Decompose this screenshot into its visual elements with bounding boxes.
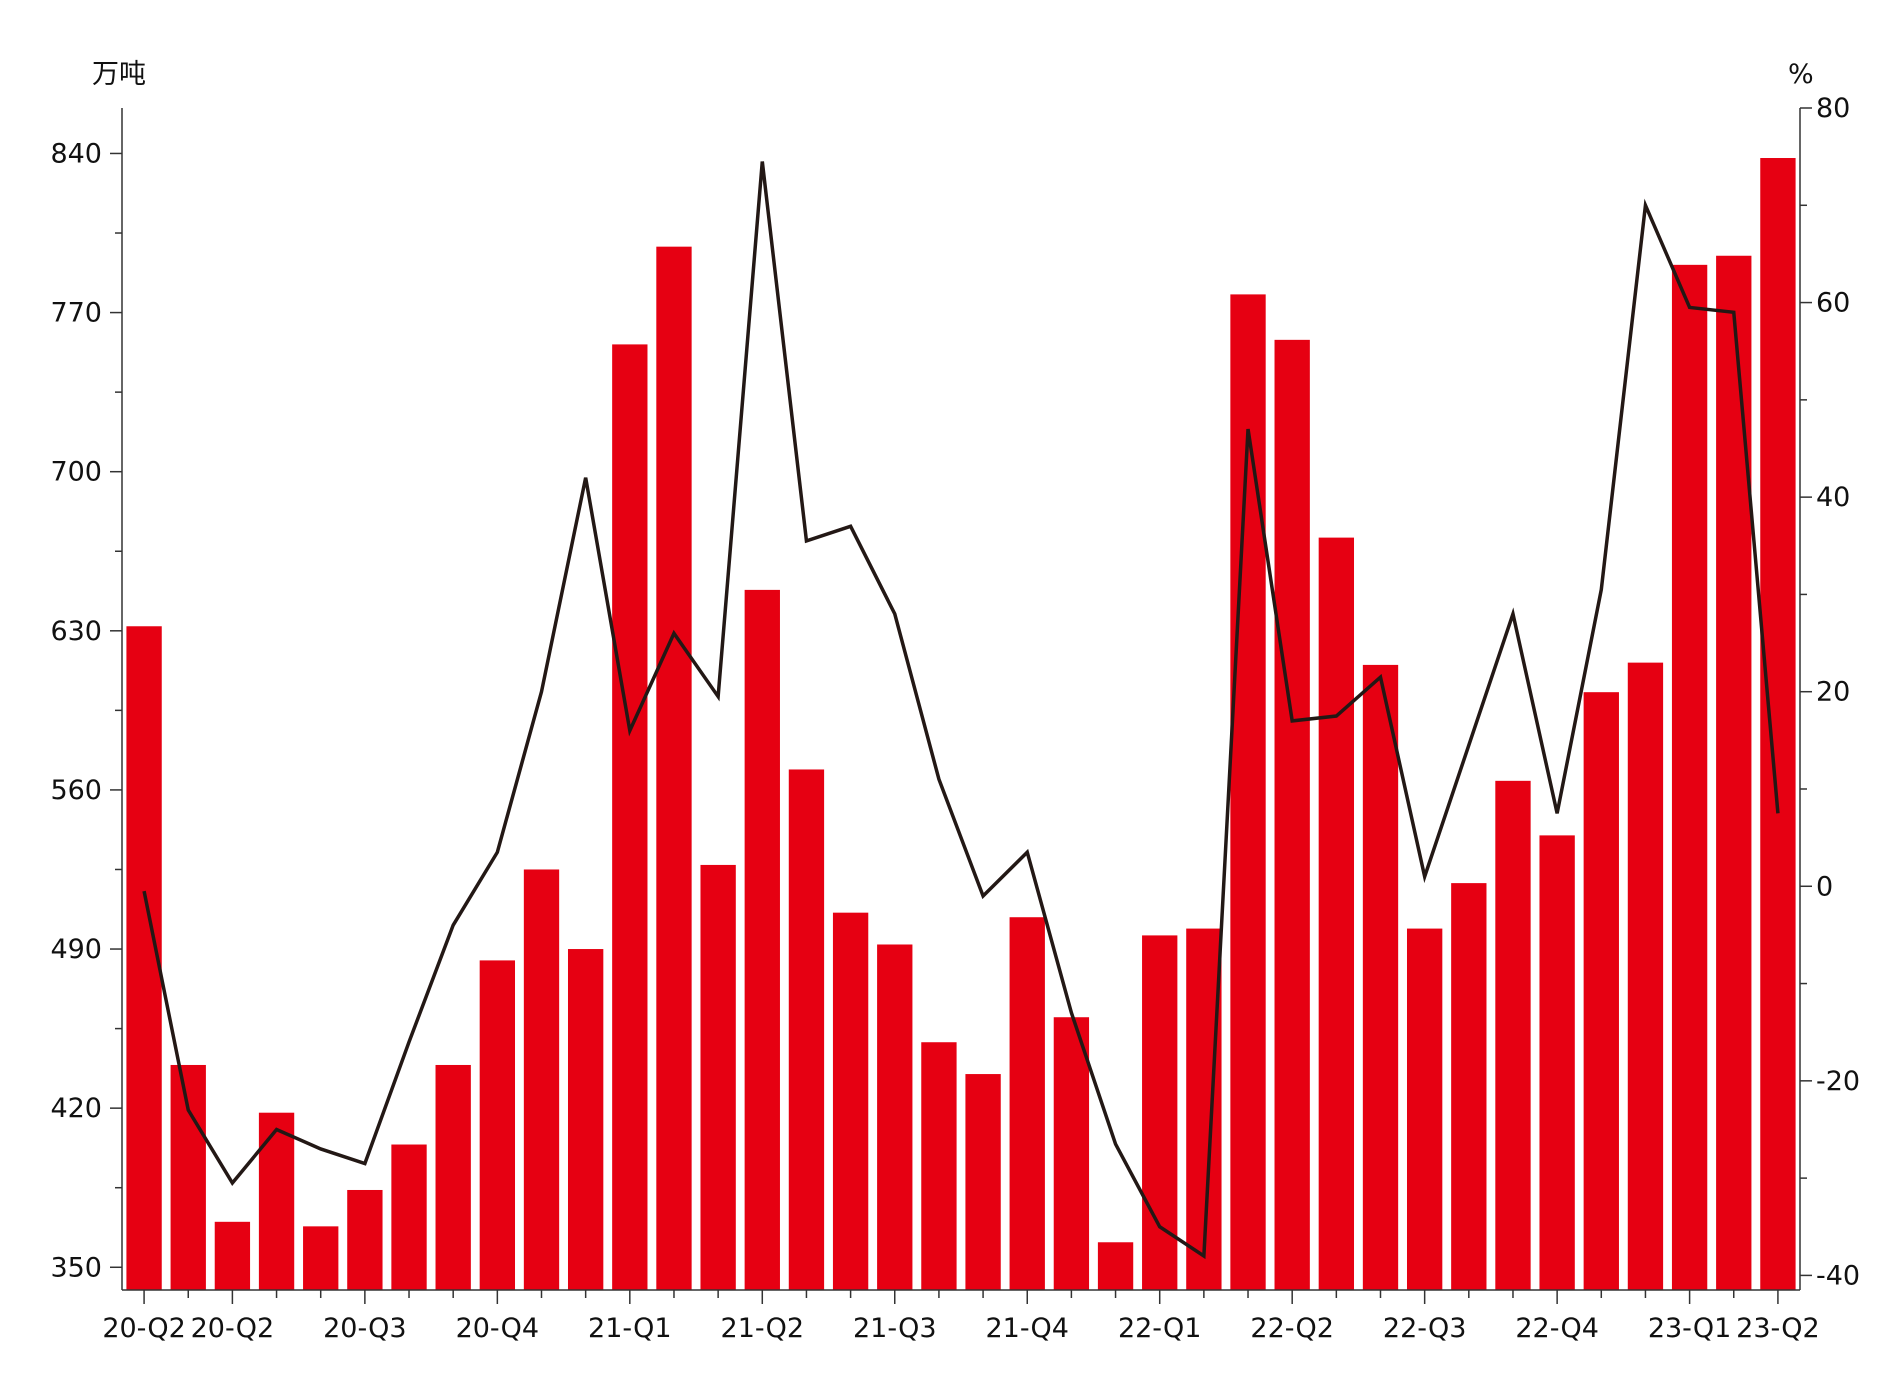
bar	[170, 1064, 206, 1290]
right-tick-label: -40	[1816, 1260, 1860, 1291]
bar	[214, 1221, 251, 1290]
x-tick-label: 23-Q1	[1648, 1313, 1732, 1344]
bar	[1627, 662, 1664, 1290]
growth-rate-line	[142, 161, 1780, 1260]
bar	[435, 1064, 471, 1290]
bar	[1451, 883, 1487, 1290]
bar	[567, 949, 604, 1290]
bar	[788, 769, 825, 1290]
right-tick-label: 20	[1816, 677, 1850, 708]
bar	[1406, 928, 1443, 1290]
bar	[523, 869, 560, 1290]
left-y-ticks: 350 420 490 560 630 700 770 840	[50, 138, 122, 1283]
x-tick-label: 22-Q4	[1515, 1313, 1599, 1344]
x-ticks: 20-Q2 20-Q2 20-Q3 20-Q4 21-Q1 21-Q2 21-Q3 21-Q4…	[102, 1290, 1820, 1344]
bar	[1495, 780, 1531, 1290]
bar	[656, 246, 692, 1290]
bar	[1053, 1017, 1090, 1290]
bar	[1539, 835, 1575, 1290]
left-tick-label: 770	[50, 298, 102, 329]
x-tick-label: 21-Q2	[721, 1313, 805, 1344]
line-series	[142, 161, 1780, 1260]
left-tick-label: 560	[50, 775, 102, 806]
axes	[121, 108, 1801, 1291]
x-tick-label: 22-Q2	[1250, 1313, 1334, 1344]
x-tick-label: 20-Q2	[102, 1313, 186, 1344]
right-tick-label: 80	[1816, 93, 1850, 124]
left-tick-label: 630	[50, 616, 102, 647]
left-tick-label: 350	[50, 1252, 102, 1283]
bar	[700, 864, 736, 1290]
bar	[965, 1074, 1001, 1290]
bar	[1318, 537, 1355, 1290]
right-tick-label: 40	[1816, 482, 1850, 513]
left-tick-label: 490	[50, 934, 102, 965]
bar	[1362, 664, 1399, 1290]
bar	[1274, 339, 1310, 1291]
bar	[391, 1144, 427, 1290]
left-tick-label: 420	[50, 1093, 102, 1124]
x-tick-label: 22-Q3	[1383, 1313, 1467, 1344]
bar	[479, 960, 516, 1290]
right-axis-unit: %	[1788, 59, 1814, 90]
right-y-ticks: -40 -20 0 20 40 60 80	[1800, 93, 1860, 1291]
x-tick-label: 20-Q4	[456, 1313, 540, 1344]
bar	[921, 1042, 957, 1290]
left-tick-label: 700	[50, 457, 102, 488]
bar	[303, 1226, 339, 1290]
x-tick-label: 23-Q2	[1736, 1313, 1820, 1344]
left-axis-unit: 万吨	[92, 59, 146, 90]
right-tick-label: 0	[1816, 871, 1833, 902]
x-tick-label: 21-Q1	[588, 1313, 672, 1344]
bar-series	[126, 158, 1796, 1291]
bar	[612, 344, 648, 1290]
x-tick-label: 21-Q4	[985, 1313, 1069, 1344]
bar	[347, 1189, 383, 1290]
x-tick-label: 22-Q1	[1118, 1313, 1202, 1344]
bar	[744, 589, 780, 1290]
right-tick-label: -20	[1816, 1066, 1860, 1097]
bar	[832, 912, 869, 1290]
bar	[258, 1112, 295, 1290]
bar	[1760, 158, 1796, 1290]
x-tick-label: 20-Q3	[323, 1313, 407, 1344]
x-tick-label: 21-Q3	[853, 1313, 937, 1344]
bar	[1583, 692, 1619, 1290]
bar	[877, 944, 913, 1290]
bar	[1716, 255, 1752, 1290]
bar	[1142, 935, 1178, 1290]
right-tick-label: 60	[1816, 288, 1850, 319]
left-tick-label: 840	[50, 138, 102, 169]
bar	[1009, 917, 1045, 1290]
bar	[1097, 1242, 1134, 1290]
x-tick-label: 20-Q2	[191, 1313, 275, 1344]
bar	[1671, 264, 1708, 1291]
